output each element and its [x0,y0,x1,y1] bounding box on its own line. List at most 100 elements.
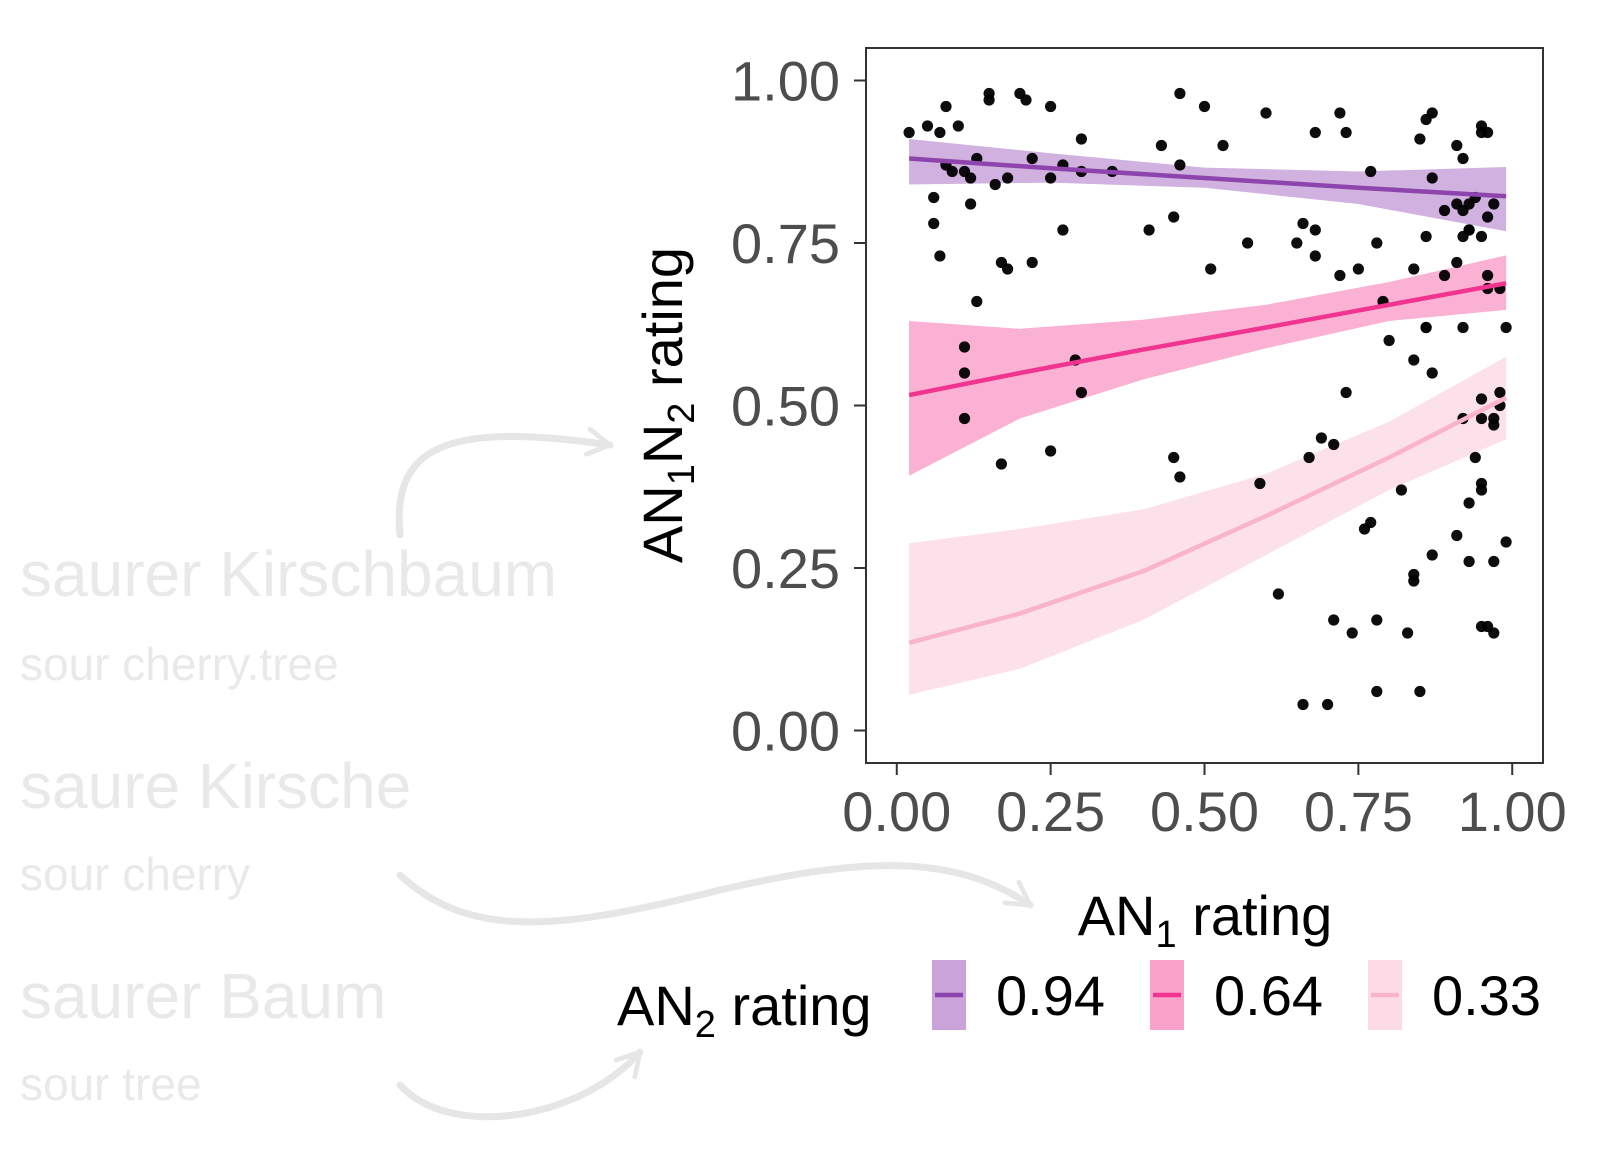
data-point [989,178,1001,191]
legend-entry-3: 0.33 [1368,960,1541,1030]
data-point [1500,321,1512,334]
data-point [1309,224,1321,236]
data-point [1309,250,1321,262]
data-point [1334,107,1346,119]
data-point [1494,386,1506,399]
x-tick-label: 0.50 [1150,780,1259,843]
ribbon-3 [909,356,1507,695]
data-point [1315,432,1327,444]
data-point [1168,211,1180,223]
data-point [1488,419,1500,431]
data-point [958,341,971,353]
legend-label: 0.64 [1214,964,1323,1027]
y-tick-label: 1.00 [731,50,840,113]
y-tick-label: 0.75 [731,212,840,275]
data-point [1414,133,1426,145]
legend-title-main: AN [617,974,695,1037]
data-point [1469,451,1481,464]
data-point [1463,555,1475,568]
x-tick-label: 0.75 [1304,780,1413,843]
data-point [1475,412,1488,425]
y-axis-title-part: rating [631,247,694,403]
data-point [1463,497,1475,509]
data-point [958,412,971,425]
data-point [1482,211,1494,223]
data-point [1168,451,1180,464]
data-point [1482,126,1494,139]
data-point [1488,198,1500,210]
x-tick-label: 0.00 [842,780,951,843]
data-point [971,295,983,308]
legend-entry-2: 0.64 [1150,960,1323,1030]
data-point [1174,159,1186,171]
y-tick-label: 0.50 [731,375,840,438]
data-point [1297,698,1309,711]
data-point [1383,334,1395,347]
data-point [903,126,915,139]
legend-label: 0.94 [996,964,1105,1027]
data-point [1426,172,1438,184]
data-point [1488,555,1500,568]
data-point [1322,698,1334,711]
data-point [1297,217,1309,230]
data-point [1426,549,1438,561]
data-point [1002,263,1014,275]
data-point [1451,139,1463,152]
data-point [1020,94,1032,106]
data-point [1482,269,1494,282]
data-point [1500,536,1512,548]
data-point [1205,263,1217,275]
arrow-to-y-axis [395,426,614,539]
plot-area [865,47,1544,764]
data-point [921,120,934,132]
arrow-to-legend [396,1048,644,1121]
legend-label: 0.33 [1432,964,1541,1027]
background-glosses: saurer Kirschbaum sour cherry.tree saure… [20,426,1034,1121]
data-point [934,250,946,262]
data-point [928,217,940,230]
data-point [1143,224,1155,236]
data-point [952,120,964,132]
data-point [1340,386,1352,399]
fit-line-1 [908,156,1507,199]
data-point [1303,451,1315,464]
data-point [1395,484,1407,496]
svg-text:AN2 rating: AN2 rating [617,974,872,1046]
data-point [1402,627,1414,639]
data-point [1408,575,1420,587]
data-point [1328,438,1340,451]
data-point [1057,224,1069,236]
y-axis-title-part: N [631,424,694,464]
svg-text:AN1N2 rating: AN1N2 rating [631,247,703,563]
data-point [1075,386,1087,399]
y-axis-title-part: 2 [661,403,703,424]
data-point [1408,354,1420,366]
arrow-to-x-axis [396,862,1034,926]
data-point [1217,139,1229,152]
data-point [946,165,958,178]
data-point [1346,627,1358,639]
data-point [1457,152,1469,165]
data-point [1408,263,1420,275]
data-point [1365,165,1377,178]
fit-lines [908,156,1508,645]
data-point [1451,529,1463,542]
data-point [1242,237,1254,249]
data-point [1488,627,1500,639]
gloss-3-german: saurer Baum [20,960,386,1032]
data-point [983,94,995,106]
data-point [1475,484,1488,496]
gloss-2-english: sour cherry [20,848,250,900]
data-point [1002,172,1014,184]
data-point [1260,107,1272,119]
data-point [1457,230,1469,243]
y-axis-title-part: 1 [661,464,703,485]
data-point [965,172,977,184]
x-axis-title-main: AN [1078,884,1156,947]
axes: 0.00 0.25 0.50 0.75 1.00 0.00 0.25 0.50 0.75 1.00 [731,50,1567,844]
fit-line-3 [908,395,1508,645]
fit-line-2 [908,281,1507,398]
data-point [1451,256,1463,269]
x-axis-title: AN1 rating [1078,884,1333,956]
